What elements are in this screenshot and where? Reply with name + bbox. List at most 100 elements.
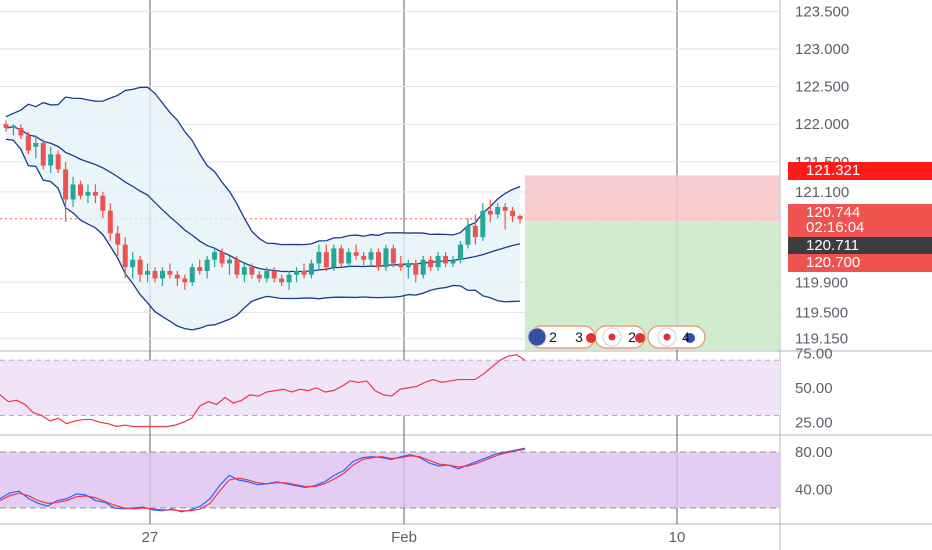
candle-body[interactable]: [301, 270, 307, 275]
candle-body[interactable]: [159, 270, 165, 279]
candle[interactable]: [256, 270, 262, 283]
candle-body[interactable]: [517, 216, 523, 220]
candle-body[interactable]: [495, 206, 501, 215]
candle[interactable]: [130, 252, 136, 279]
candle-body[interactable]: [502, 206, 508, 211]
candle[interactable]: [331, 244, 337, 271]
candle[interactable]: [70, 176, 76, 207]
stoch-d-line[interactable]: [0, 448, 526, 512]
candle-body[interactable]: [256, 274, 262, 279]
candle-body[interactable]: [368, 252, 374, 260]
candle-body[interactable]: [33, 143, 39, 147]
price-axis[interactable]: 123.500123.000122.500122.000121.500121.1…: [795, 3, 849, 498]
candle-body[interactable]: [167, 270, 173, 275]
candle[interactable]: [189, 263, 195, 287]
candle-body[interactable]: [122, 244, 128, 268]
candle[interactable]: [294, 267, 300, 283]
candle-body[interactable]: [3, 124, 9, 128]
candle[interactable]: [249, 263, 255, 279]
candle[interactable]: [428, 255, 434, 271]
candle[interactable]: [383, 244, 389, 271]
candle-body[interactable]: [510, 210, 516, 217]
candle-body[interactable]: [487, 210, 493, 215]
candle-body[interactable]: [137, 259, 143, 275]
candle[interactable]: [517, 214, 523, 224]
candle[interactable]: [145, 263, 151, 283]
candle[interactable]: [48, 146, 54, 174]
price-tick-label[interactable]: 119.500: [795, 304, 848, 321]
candle-body[interactable]: [405, 263, 411, 268]
candle[interactable]: [33, 135, 39, 159]
candle-body[interactable]: [465, 225, 471, 245]
price-tick-label[interactable]: 121.100: [795, 184, 849, 201]
candle[interactable]: [279, 274, 285, 287]
date-tick-label[interactable]: 10: [669, 529, 686, 546]
candle[interactable]: [234, 255, 240, 279]
candle[interactable]: [301, 263, 307, 279]
candle[interactable]: [465, 218, 471, 249]
candle[interactable]: [420, 255, 426, 279]
candle-body[interactable]: [145, 270, 151, 275]
candle-body[interactable]: [428, 259, 434, 268]
candle[interactable]: [316, 244, 322, 271]
candle[interactable]: [487, 199, 493, 223]
candle[interactable]: [159, 267, 165, 287]
candle[interactable]: [390, 244, 396, 268]
candle-body[interactable]: [182, 278, 188, 283]
rsi-pane[interactable]: [0, 354, 780, 428]
candle-body[interactable]: [249, 267, 255, 275]
candlesticks[interactable]: [3, 120, 523, 290]
candle-body[interactable]: [450, 259, 456, 264]
candle-body[interactable]: [443, 255, 449, 264]
candle-body[interactable]: [70, 184, 76, 200]
candle-body[interactable]: [85, 191, 91, 196]
candle-body[interactable]: [353, 252, 359, 256]
rsi-tick-label[interactable]: 75.00: [795, 345, 833, 362]
candle-body[interactable]: [435, 255, 441, 268]
candle[interactable]: [174, 270, 180, 287]
candle-body[interactable]: [390, 248, 396, 264]
candle-body[interactable]: [338, 248, 344, 264]
event-count[interactable]: 2: [628, 329, 636, 345]
flag-icon[interactable]: [527, 327, 547, 347]
candle[interactable]: [286, 270, 292, 290]
candle[interactable]: [63, 161, 69, 223]
candle[interactable]: [152, 267, 158, 283]
candle[interactable]: [502, 203, 508, 230]
candle[interactable]: [241, 263, 247, 283]
candle[interactable]: [92, 184, 98, 204]
candle[interactable]: [3, 120, 9, 132]
candle[interactable]: [227, 255, 232, 275]
price-tick-label[interactable]: 122.500: [795, 79, 849, 96]
candle-body[interactable]: [78, 184, 83, 196]
candle[interactable]: [338, 244, 344, 268]
candle-body[interactable]: [40, 143, 46, 166]
candle-body[interactable]: [212, 252, 218, 260]
candle[interactable]: [204, 255, 210, 279]
candle-body[interactable]: [279, 278, 285, 283]
candle-body[interactable]: [174, 274, 180, 279]
price-tick-label[interactable]: 122.000: [795, 116, 849, 133]
candle[interactable]: [457, 240, 463, 264]
candle-body[interactable]: [152, 270, 158, 279]
candle-body[interactable]: [294, 270, 300, 275]
candle[interactable]: [197, 259, 203, 275]
price-tick-label[interactable]: 123.500: [795, 3, 849, 20]
date-tick-label[interactable]: 27: [142, 529, 159, 546]
candle-body[interactable]: [376, 252, 381, 268]
candle[interactable]: [212, 248, 218, 268]
candle[interactable]: [85, 184, 91, 204]
candle[interactable]: [495, 203, 501, 219]
candle-body[interactable]: [189, 267, 195, 283]
candle[interactable]: [443, 252, 449, 268]
time-axis[interactable]: 27 Feb 10: [142, 529, 686, 546]
candle[interactable]: [353, 244, 359, 260]
candle[interactable]: [264, 267, 270, 283]
candle-body[interactable]: [130, 259, 136, 268]
position-zones[interactable]: [525, 175, 780, 350]
rsi-tick-label[interactable]: 25.00: [795, 414, 833, 431]
candle-body[interactable]: [286, 274, 292, 283]
candle[interactable]: [510, 206, 516, 223]
candle-body[interactable]: [398, 263, 404, 268]
